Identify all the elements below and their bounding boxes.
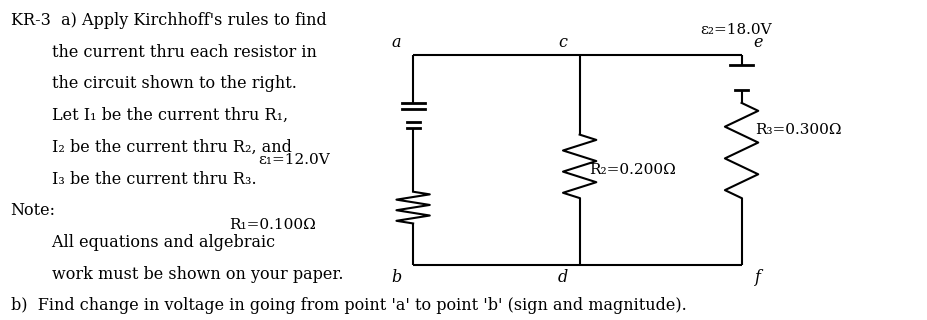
Text: ε₁=12.0V: ε₁=12.0V bbox=[258, 153, 329, 167]
Text: a: a bbox=[391, 34, 400, 51]
Text: e: e bbox=[753, 34, 762, 51]
Text: KR-3  a) Apply Kirchhoff's rules to find: KR-3 a) Apply Kirchhoff's rules to find bbox=[10, 12, 326, 29]
Text: b: b bbox=[391, 269, 401, 286]
Text: All equations and algebraic: All equations and algebraic bbox=[10, 234, 274, 251]
Text: Note:: Note: bbox=[10, 202, 56, 219]
Text: Let I₁ be the current thru R₁,: Let I₁ be the current thru R₁, bbox=[10, 107, 287, 124]
Text: R₃=0.300Ω: R₃=0.300Ω bbox=[755, 123, 841, 137]
Text: R₁=0.100Ω: R₁=0.100Ω bbox=[229, 218, 315, 232]
Text: R₂=0.200Ω: R₂=0.200Ω bbox=[589, 163, 675, 177]
Text: the current thru each resistor in: the current thru each resistor in bbox=[10, 44, 316, 61]
Text: the circuit shown to the right.: the circuit shown to the right. bbox=[10, 76, 297, 92]
Text: I₂ be the current thru R₂, and: I₂ be the current thru R₂, and bbox=[10, 139, 291, 156]
Text: I₃ be the current thru R₃.: I₃ be the current thru R₃. bbox=[10, 171, 256, 188]
Text: d: d bbox=[557, 269, 567, 286]
Text: b)  Find change in voltage in going from point 'a' to point 'b' (sign and magnit: b) Find change in voltage in going from … bbox=[10, 297, 686, 315]
Text: f: f bbox=[755, 269, 760, 286]
Text: work must be shown on your paper.: work must be shown on your paper. bbox=[10, 266, 343, 283]
Text: ε₂=18.0V: ε₂=18.0V bbox=[699, 23, 770, 37]
Text: c: c bbox=[558, 34, 567, 51]
